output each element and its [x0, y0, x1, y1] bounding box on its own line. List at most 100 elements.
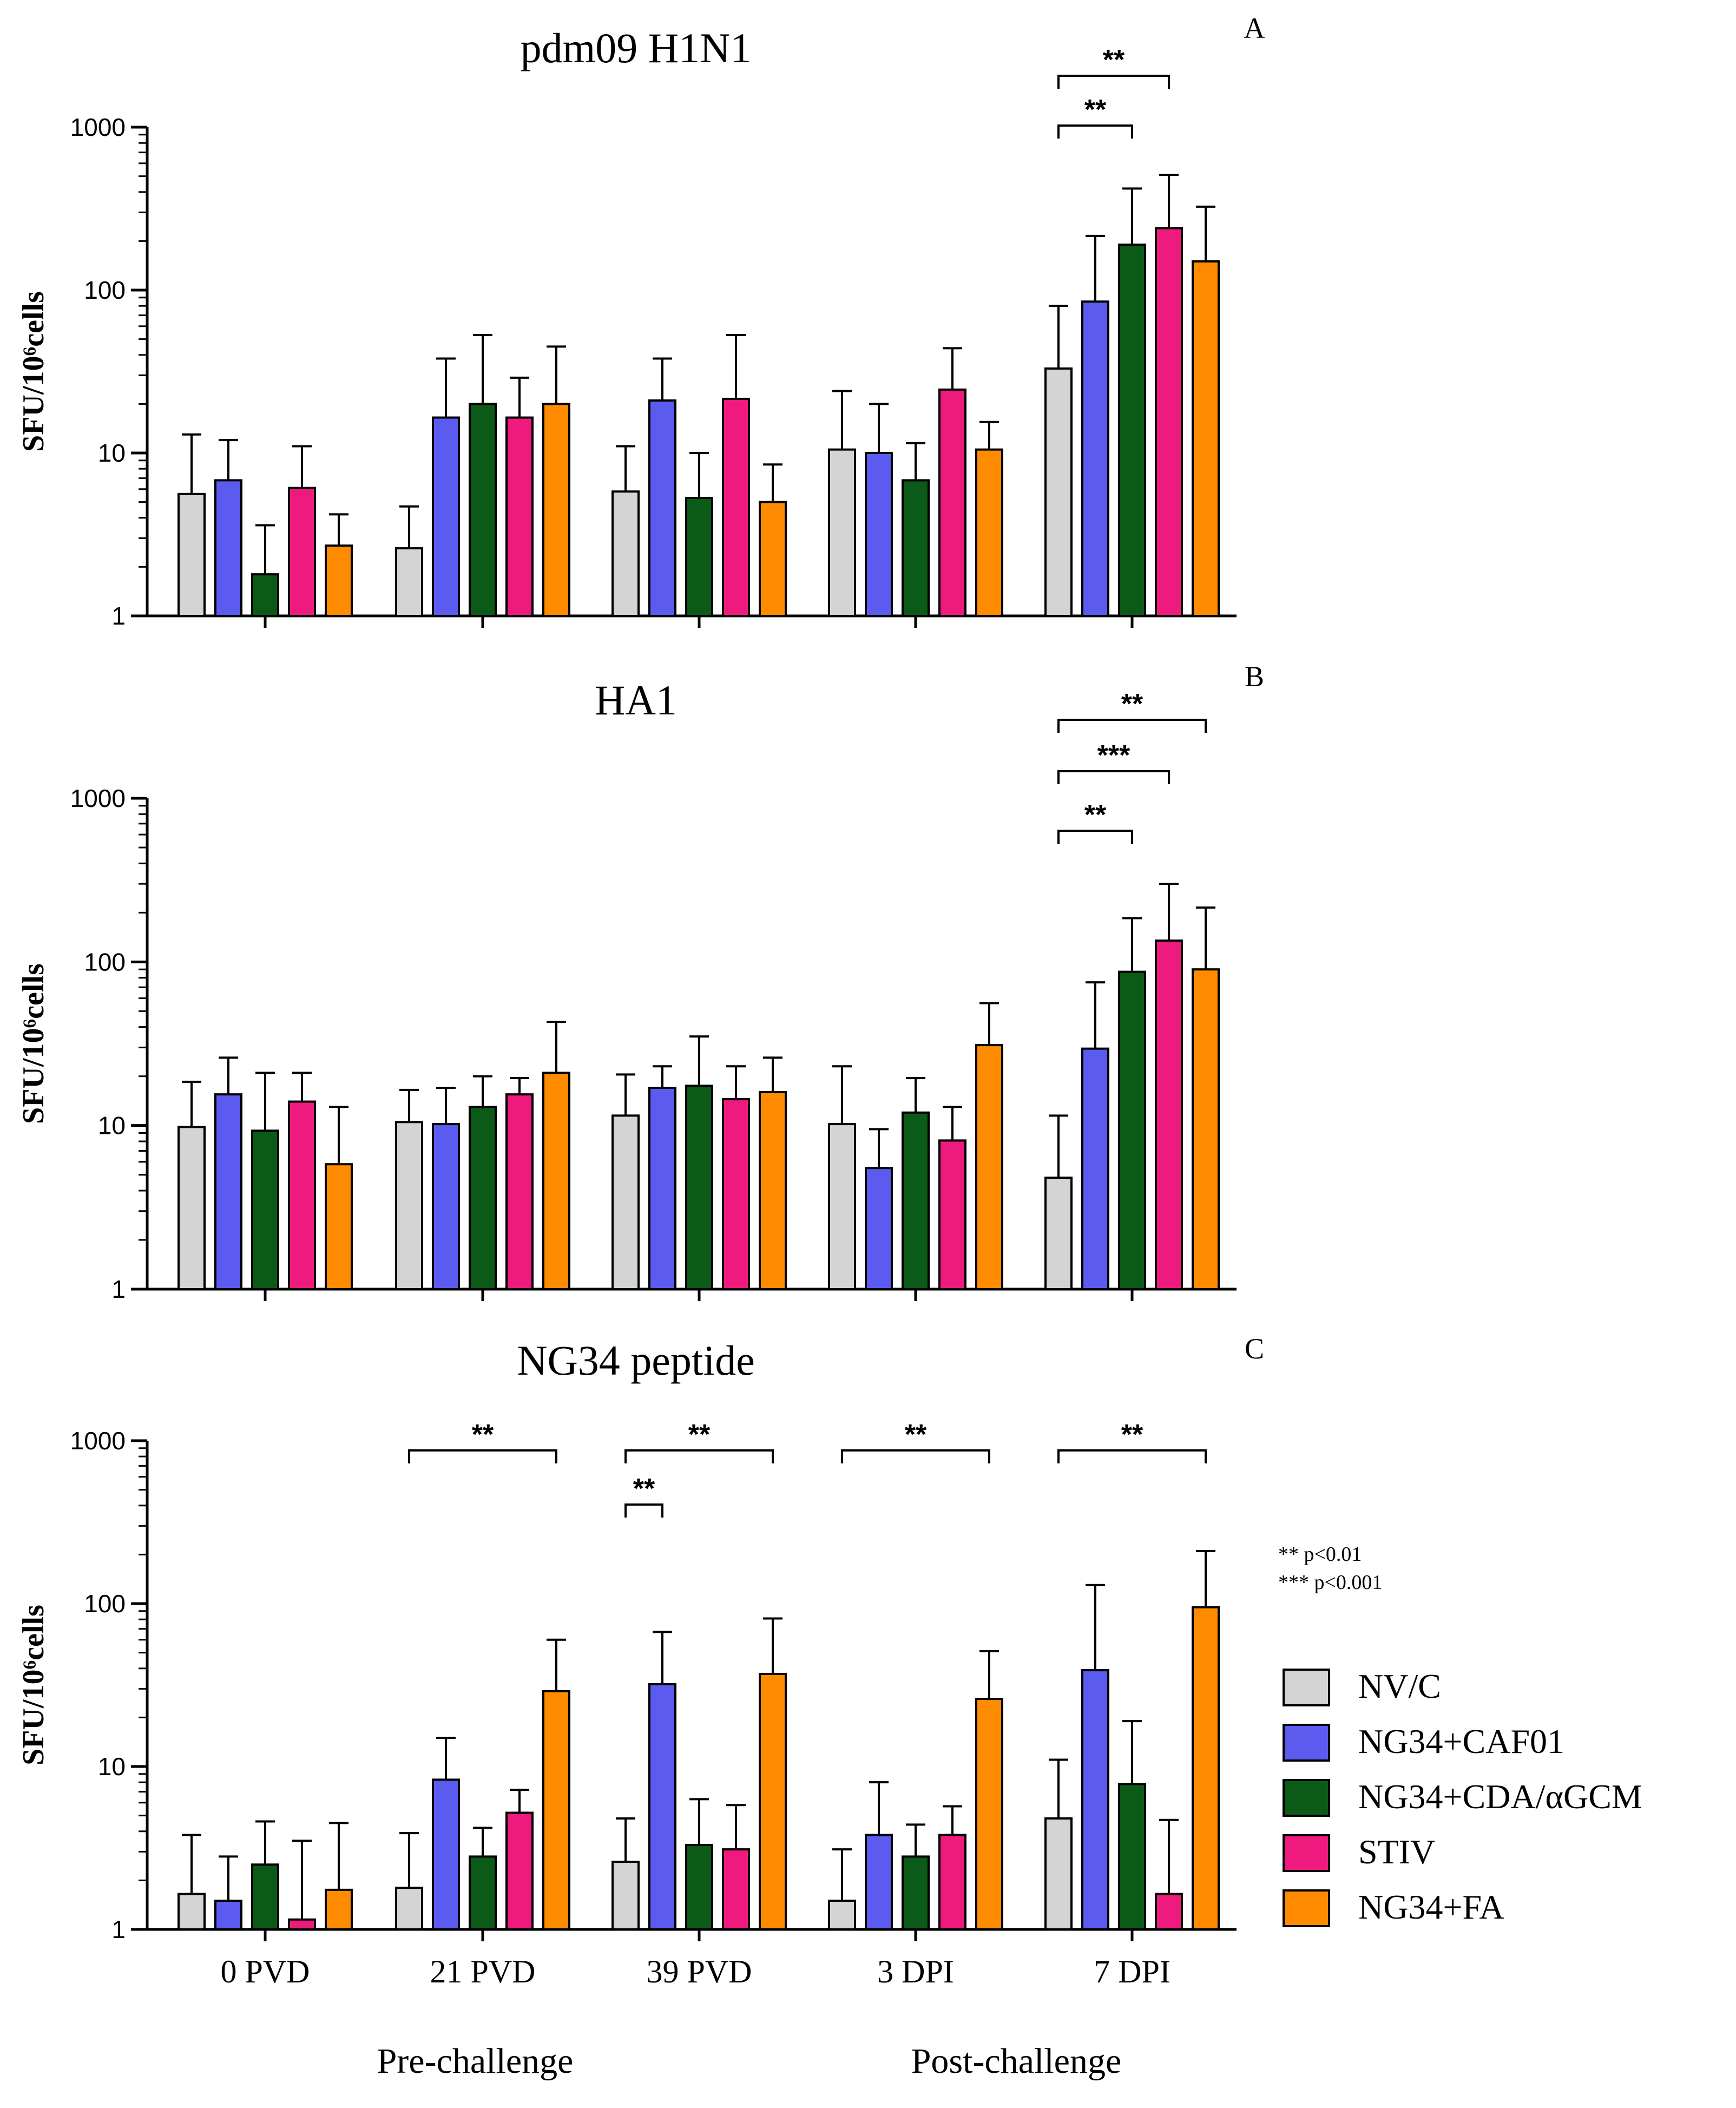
significance-bracket — [1057, 124, 1133, 139]
bar-ng34-caf01 — [1081, 1669, 1109, 1931]
bar-stiv — [288, 1100, 316, 1290]
bar-ng34-fa — [1192, 260, 1220, 617]
significance-label: ** — [1084, 94, 1107, 126]
bar-stiv — [722, 1848, 750, 1930]
significance-bracket — [1057, 770, 1170, 784]
bar-ng34-cda-gcm — [685, 1843, 713, 1930]
y-tick-label: 100 — [84, 948, 126, 976]
significance-label: *** — [1097, 740, 1130, 771]
x-tick-label: 7 DPI — [1094, 1954, 1171, 1989]
bar-stiv — [288, 487, 316, 617]
bar-stiv — [722, 1098, 750, 1291]
significance-label: ** — [1121, 1419, 1143, 1450]
bar-ng34-fa — [1192, 968, 1220, 1290]
bar-stiv — [1155, 939, 1183, 1290]
y-tick-label: 10 — [98, 439, 126, 467]
bar-ng34-cda-gcm — [902, 1855, 930, 1931]
legend-swatch-ng34-caf01 — [1283, 1724, 1330, 1762]
bar-nv-c — [1044, 367, 1073, 617]
significance-bracket — [408, 1449, 557, 1463]
bar-ng34-caf01 — [432, 416, 460, 618]
significance-label: ** — [905, 1419, 927, 1450]
bar-ng34-cda-gcm — [469, 1106, 497, 1290]
bar-ng34-cda-gcm — [902, 479, 930, 617]
bar-ng34-caf01 — [648, 1086, 676, 1290]
bar-ng34-fa — [542, 403, 570, 617]
y-tick-label: 1 — [111, 1915, 126, 1943]
y-tick-label: 10 — [98, 1752, 126, 1781]
bar-nv-c — [828, 1899, 856, 1931]
legend-label-ng34-caf01: NG34+CAF01 — [1358, 1722, 1564, 1761]
y-axis-label: SFU/10⁶cells — [17, 963, 50, 1124]
bar-nv-c — [395, 547, 423, 617]
significance-label: ** — [1103, 44, 1125, 76]
bar-ng34-fa — [325, 1163, 353, 1290]
bar-nv-c — [611, 490, 640, 618]
bar-ng34-cda-gcm — [902, 1111, 930, 1290]
significance-bracket — [1057, 75, 1170, 89]
y-tick-label: 1000 — [70, 1427, 126, 1455]
bar-stiv — [722, 397, 750, 617]
y-tick-label: 1 — [111, 602, 126, 630]
significance-bracket — [624, 1449, 774, 1463]
significance-bracket — [1057, 1449, 1207, 1463]
bar-ng34-cda-gcm — [685, 1085, 713, 1290]
bar-ng34-fa — [1192, 1606, 1220, 1930]
bar-ng34-fa — [542, 1072, 570, 1290]
legend: NV/C NG34+CAF01 NG34+CDA/αGCM STIV NG34+FA — [1283, 1667, 1642, 1927]
bar-nv-c — [395, 1121, 423, 1291]
panel-title: pdm09 H1N1 — [521, 24, 752, 71]
bar-ng34-caf01 — [432, 1123, 460, 1291]
bar-ng34-fa — [759, 1091, 787, 1290]
bar-ng34-fa — [759, 1672, 787, 1930]
bar-stiv — [1155, 1893, 1183, 1931]
bar-ng34-caf01 — [865, 452, 893, 617]
significance-label: ** — [688, 1419, 711, 1450]
y-tick-label: 100 — [84, 1590, 126, 1618]
bar-ng34-caf01 — [648, 1683, 676, 1931]
bar-stiv — [938, 1834, 966, 1930]
bar-ng34-caf01 — [865, 1834, 893, 1930]
bar-ng34-caf01 — [214, 479, 242, 617]
bar-ng34-cda-gcm — [1118, 1783, 1146, 1930]
y-tick-label: 100 — [84, 276, 126, 304]
legend-swatch-ng34-fa — [1283, 1889, 1330, 1927]
panel-title: NG34 peptide — [517, 1337, 755, 1384]
bar-ng34-caf01 — [214, 1899, 242, 1931]
significance-label: ** — [1121, 688, 1143, 720]
y-tick-label: 1000 — [70, 113, 126, 141]
bar-ng34-cda-gcm — [251, 1129, 279, 1290]
bar-nv-c — [177, 492, 206, 617]
bar-ng34-cda-gcm — [685, 496, 713, 618]
bar-ng34-fa — [542, 1690, 570, 1930]
legend-label-ng34-cda-gcm: NG34+CDA/αGCM — [1358, 1777, 1642, 1816]
bar-ng34-caf01 — [214, 1093, 242, 1290]
bar-nv-c — [1044, 1817, 1073, 1930]
bar-stiv — [288, 1918, 316, 1931]
bar-ng34-caf01 — [648, 399, 676, 617]
group-label-post-challenge: Post-challenge — [911, 2041, 1122, 2081]
bar-ng34-caf01 — [1081, 1047, 1109, 1290]
significance-note-2: *** p<0.001 — [1278, 1571, 1382, 1594]
bar-ng34-caf01 — [432, 1778, 460, 1930]
significance-bracket — [1057, 719, 1207, 733]
legend-swatch-nv-c — [1283, 1669, 1330, 1706]
y-axis-label: SFU/10⁶cells — [17, 1605, 50, 1765]
x-tick-label: 39 PVD — [646, 1954, 752, 1989]
y-tick-label: 10 — [98, 1112, 126, 1140]
bar-ng34-fa — [325, 544, 353, 617]
significance-label: ** — [1084, 799, 1107, 831]
significance-label: ** — [633, 1473, 655, 1505]
y-tick-label: 1 — [111, 1275, 126, 1303]
legend-label-ng34-fa: NG34+FA — [1358, 1888, 1504, 1926]
bar-ng34-fa — [759, 501, 787, 618]
significance-bracket — [841, 1449, 990, 1463]
bar-stiv — [938, 1139, 966, 1291]
legend-swatch-ng34-cda-gcm — [1283, 1779, 1330, 1817]
bar-ng34-cda-gcm — [1118, 244, 1146, 617]
panel-a: pdm09 H1N1 A SFU/10⁶cells 1 10 100 1000 ** ** — [17, 12, 1265, 630]
y-tick-label: 1000 — [70, 784, 126, 812]
panel-letter: C — [1245, 1332, 1264, 1365]
